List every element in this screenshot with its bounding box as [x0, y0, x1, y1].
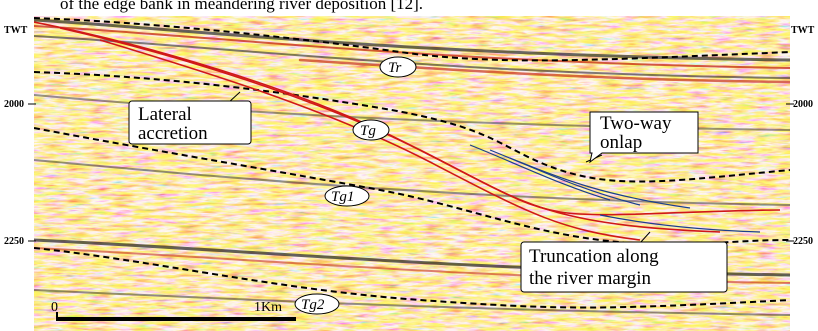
annotation-truncation: Truncation along the river margin [520, 231, 728, 293]
svg-text:Tg1: Tg1 [331, 189, 354, 205]
scale-end: 1Km [254, 300, 282, 315]
onlap-label: onlap [600, 132, 642, 153]
svg-text:Tg: Tg [360, 123, 376, 139]
annotation-two-way-onlap: Two-way onlap [585, 111, 699, 164]
twt-label-left: TWT [4, 25, 28, 36]
horizon-label-tg: Tg [352, 119, 390, 141]
tick-2000-left: 2000 [4, 99, 24, 110]
annotation-lateral-accretion: Lateral accretion [128, 91, 252, 145]
river-margin-label: the river margin [529, 268, 652, 289]
lateral-label: Lateral [138, 104, 192, 125]
two-way-label: Two-way [600, 113, 672, 134]
figure-caption: of the edge bank in meandering river dep… [60, 0, 423, 13]
truncation-label: Truncation along [529, 246, 659, 267]
svg-text:Tr: Tr [388, 60, 402, 76]
twt-label-right: TWT [791, 25, 815, 36]
onlap-lines [469, 144, 761, 233]
tick-2250-left: 2250 [4, 236, 24, 247]
tick-2000-right: 2000 [793, 99, 813, 110]
horizon-label-tg1: Tg1 [324, 185, 370, 207]
tick-2250-right: 2250 [793, 236, 813, 247]
scale-bar: 0 1Km [51, 300, 296, 321]
accretion-label: accretion [138, 123, 208, 144]
horizon-label-tr: Tr [379, 56, 417, 78]
scale-start: 0 [51, 300, 58, 315]
accretion-lines [34, 21, 781, 241]
svg-text:Tg2: Tg2 [301, 297, 325, 313]
horizon-label-tg2: Tg2 [294, 293, 340, 315]
